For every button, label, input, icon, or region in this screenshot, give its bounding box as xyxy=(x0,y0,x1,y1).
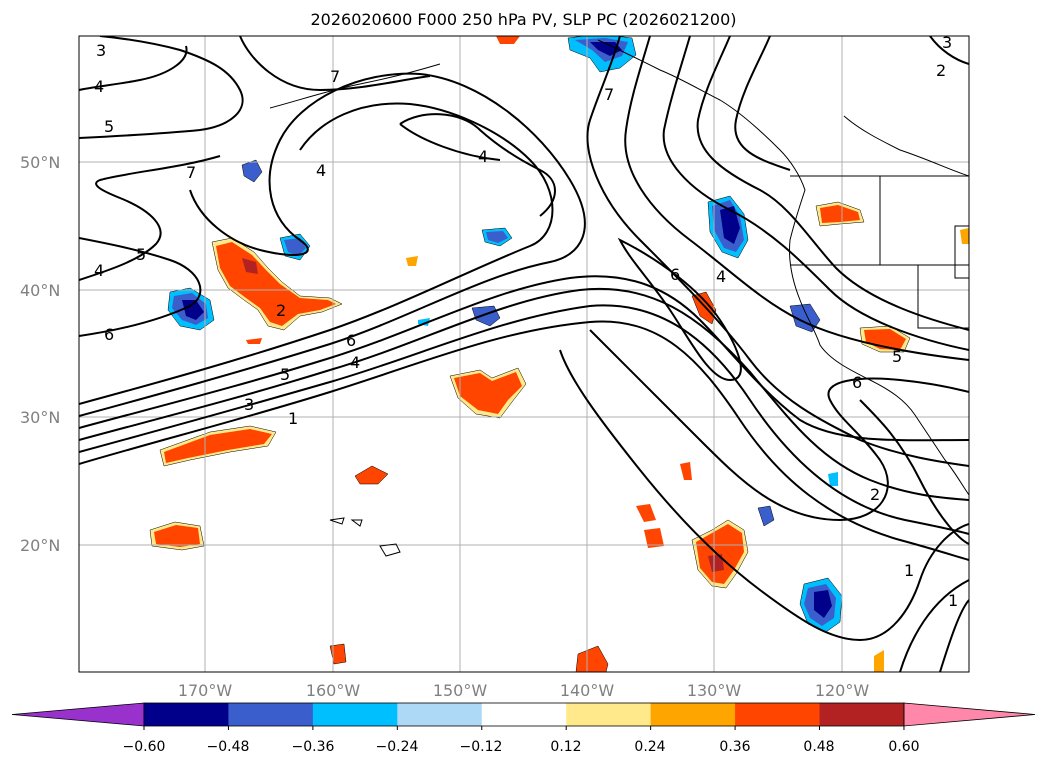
contour-label: 6 xyxy=(670,265,680,284)
colorbar-tick-label: 0.24 xyxy=(634,739,665,755)
contour-label: 3 xyxy=(96,41,106,60)
latitude-labels: 50°N 40°N 30°N 20°N xyxy=(20,153,60,555)
contour-label: 4 xyxy=(94,77,104,96)
colorbar-segment xyxy=(144,703,229,726)
contour-label: 7 xyxy=(330,67,340,86)
lat-label-20n: 20°N xyxy=(20,536,60,555)
contour-label: 5 xyxy=(892,347,902,366)
colorbar-segment xyxy=(312,703,398,726)
colorbar-tick-label: 0.12 xyxy=(550,739,581,755)
contour-label: 1 xyxy=(288,409,298,428)
colorbar xyxy=(11,702,1036,730)
lon-label-170w: 170°W xyxy=(178,681,233,700)
contour-label: 4 xyxy=(316,161,326,180)
colorbar-tick-label: 0.60 xyxy=(888,739,919,755)
graticule xyxy=(79,36,969,672)
slp-contours xyxy=(79,36,969,672)
lon-label-140w: 140°W xyxy=(560,681,615,700)
pv-positive-anomalies xyxy=(149,36,969,672)
lat-label-30n: 30°N xyxy=(20,408,60,427)
contour-label: 6 xyxy=(346,331,356,350)
colorbar-extend-max xyxy=(903,702,1036,727)
colorbar-segment xyxy=(481,703,567,726)
colorbar-segment xyxy=(228,703,314,726)
lon-label-120w: 120°W xyxy=(815,681,870,700)
lon-label-130w: 130°W xyxy=(687,681,742,700)
lon-label-150w: 150°W xyxy=(433,681,488,700)
lat-label-50n: 50°N xyxy=(20,153,60,172)
lon-label-160w: 160°W xyxy=(306,681,361,700)
contour-labels: 3 4 5 4 7 4 7 7 2 4 5 6 2 4 6 6 5 4 3 1 … xyxy=(94,33,958,610)
contour-label: 4 xyxy=(478,147,488,166)
colorbar-segment xyxy=(397,703,483,726)
contour-label: 4 xyxy=(350,353,360,372)
colorbar-tick-labels: −0.60 −0.48 −0.36 −0.24 −0.12 0.12 0.24 … xyxy=(123,739,920,755)
longitude-labels: 170°W 160°W 150°W 140°W 130°W 120°W xyxy=(178,681,870,700)
map-title: 2026020600 F000 250 hPa PV, SLP PC (2026… xyxy=(310,10,737,29)
contour-label: 7 xyxy=(186,163,196,182)
contour-label: 5 xyxy=(104,117,114,136)
coastlines xyxy=(269,39,969,557)
colorbar-tick-label: −0.24 xyxy=(376,739,419,755)
contour-label: 1 xyxy=(904,561,914,580)
pv-negative-anomalies xyxy=(167,36,843,633)
lat-label-40n: 40°N xyxy=(20,281,60,300)
colorbar-segment xyxy=(819,703,905,726)
colorbar-tick-label: 0.48 xyxy=(803,739,834,755)
contour-label: 2 xyxy=(936,61,946,80)
contour-label: 4 xyxy=(716,267,726,286)
contour-label: 2 xyxy=(870,485,880,504)
colorbar-tick-label: −0.60 xyxy=(123,739,166,755)
colorbar-segment xyxy=(650,703,736,726)
colorbar-tick-label: −0.48 xyxy=(207,739,250,755)
contour-label: 2 xyxy=(276,301,286,320)
colorbar-segment xyxy=(735,703,821,726)
contour-label: 3 xyxy=(244,395,254,414)
contour-label: 6 xyxy=(104,325,114,344)
contour-label: 4 xyxy=(94,261,104,280)
colorbar-tick-label: −0.36 xyxy=(292,739,335,755)
contour-label: 6 xyxy=(852,373,862,392)
plot-area xyxy=(79,36,969,672)
contour-label: 7 xyxy=(604,85,614,104)
colorbar-extend-min xyxy=(11,702,145,727)
colorbar-tick-label: −0.12 xyxy=(460,739,503,755)
contour-label: 5 xyxy=(136,245,146,264)
contour-label: 3 xyxy=(942,33,952,52)
contour-label: 1 xyxy=(948,591,958,610)
colorbar-segment xyxy=(566,703,652,726)
plot-frame xyxy=(78,35,970,673)
contour-label: 5 xyxy=(280,365,290,384)
colorbar-tick-label: 0.36 xyxy=(719,739,750,755)
colorbar-frame xyxy=(143,702,905,727)
